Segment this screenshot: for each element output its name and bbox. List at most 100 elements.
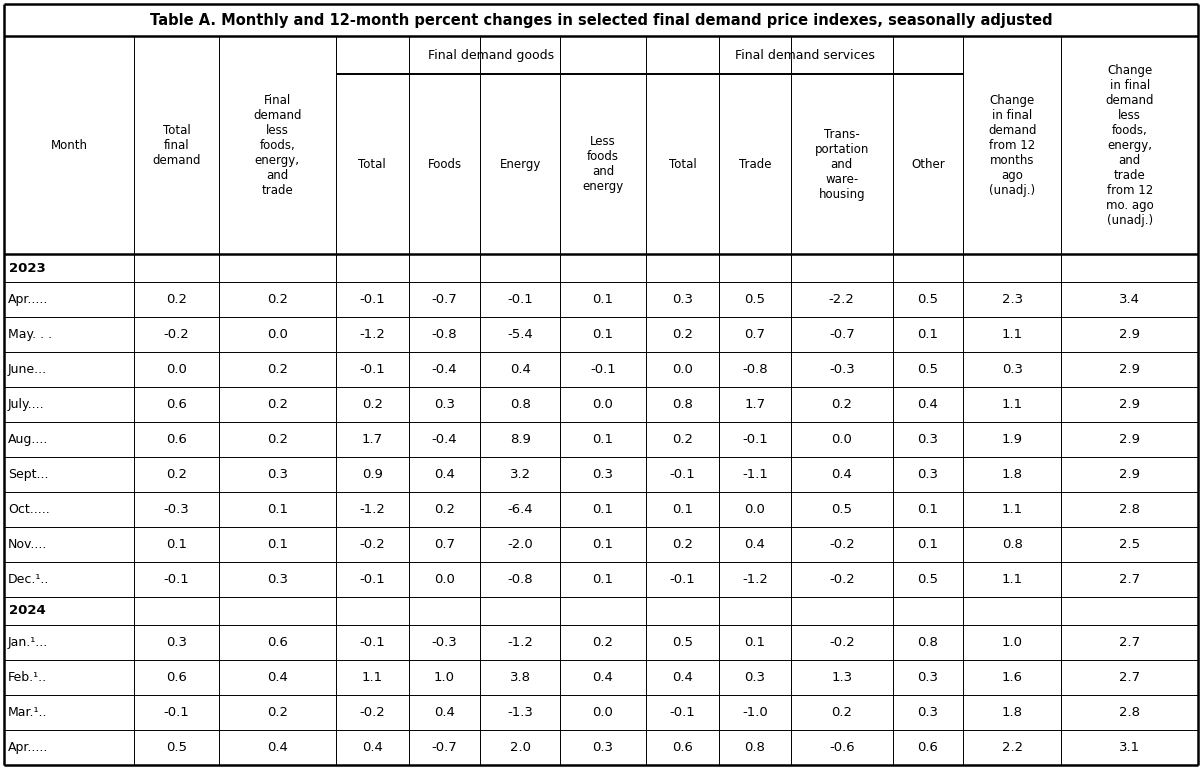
Text: -1.2: -1.2 xyxy=(742,573,768,586)
Text: 0.1: 0.1 xyxy=(917,503,939,516)
Text: May. . .: May. . . xyxy=(8,328,52,341)
Text: 0.6: 0.6 xyxy=(267,636,287,649)
Text: 2.9: 2.9 xyxy=(1119,468,1141,481)
Text: Jan.¹...: Jan.¹... xyxy=(8,636,48,649)
Text: 0.8: 0.8 xyxy=(672,398,694,411)
Text: 0.3: 0.3 xyxy=(672,293,694,306)
Text: Trade: Trade xyxy=(739,157,772,170)
Text: 0.0: 0.0 xyxy=(434,573,454,586)
Text: 0.1: 0.1 xyxy=(593,538,613,551)
Text: -0.2: -0.2 xyxy=(829,538,855,551)
Text: 0.5: 0.5 xyxy=(917,573,939,586)
Text: Month: Month xyxy=(50,138,88,152)
Text: 2.7: 2.7 xyxy=(1119,573,1141,586)
Text: -0.6: -0.6 xyxy=(829,741,855,754)
Text: Total: Total xyxy=(668,157,696,170)
Text: 0.4: 0.4 xyxy=(434,468,454,481)
Text: -6.4: -6.4 xyxy=(507,503,532,516)
Text: Total
final
demand: Total final demand xyxy=(153,124,201,166)
Text: Foods: Foods xyxy=(428,157,462,170)
Text: -0.3: -0.3 xyxy=(163,503,190,516)
Text: Final demand goods: Final demand goods xyxy=(428,48,554,61)
Text: 0.5: 0.5 xyxy=(832,503,852,516)
Text: -0.2: -0.2 xyxy=(359,706,385,719)
Text: Less
foods
and
energy: Less foods and energy xyxy=(582,135,624,193)
Text: -0.2: -0.2 xyxy=(163,328,190,341)
Text: 0.3: 0.3 xyxy=(917,706,939,719)
Text: -0.1: -0.1 xyxy=(590,363,615,376)
Text: 2.8: 2.8 xyxy=(1119,503,1141,516)
Text: 0.4: 0.4 xyxy=(593,671,613,684)
Text: -0.1: -0.1 xyxy=(359,363,385,376)
Text: -0.1: -0.1 xyxy=(670,706,696,719)
Text: 0.3: 0.3 xyxy=(267,573,287,586)
Text: 0.4: 0.4 xyxy=(510,363,530,376)
Text: 2.7: 2.7 xyxy=(1119,636,1141,649)
Text: 0.1: 0.1 xyxy=(744,636,766,649)
Text: Change
in final
demand
less
foods,
energy,
and
trade
from 12
mo. ago
(unadj.): Change in final demand less foods, energ… xyxy=(1106,64,1154,226)
Text: 0.6: 0.6 xyxy=(917,741,939,754)
Text: -2.2: -2.2 xyxy=(829,293,855,306)
Text: 1.1: 1.1 xyxy=(362,671,382,684)
Text: -0.2: -0.2 xyxy=(829,636,855,649)
Text: 0.2: 0.2 xyxy=(166,468,188,481)
Text: Table A. Monthly and 12-month percent changes in selected final demand price ind: Table A. Monthly and 12-month percent ch… xyxy=(150,12,1052,27)
Text: 3.4: 3.4 xyxy=(1119,293,1141,306)
Text: -0.1: -0.1 xyxy=(163,706,190,719)
Text: 0.2: 0.2 xyxy=(593,636,613,649)
Text: Feb.¹..: Feb.¹.. xyxy=(8,671,47,684)
Text: 3.8: 3.8 xyxy=(510,671,530,684)
Text: 1.7: 1.7 xyxy=(362,433,382,446)
Text: 2.0: 2.0 xyxy=(510,741,530,754)
Text: Sept...: Sept... xyxy=(8,468,48,481)
Text: 0.2: 0.2 xyxy=(672,433,694,446)
Text: 0.5: 0.5 xyxy=(917,293,939,306)
Text: 0.1: 0.1 xyxy=(593,328,613,341)
Text: 1.0: 1.0 xyxy=(434,671,454,684)
Text: July....: July.... xyxy=(8,398,44,411)
Text: 0.0: 0.0 xyxy=(166,363,186,376)
Text: 0.7: 0.7 xyxy=(434,538,454,551)
Text: 2.7: 2.7 xyxy=(1119,671,1141,684)
Text: -0.4: -0.4 xyxy=(432,433,457,446)
Text: 2.5: 2.5 xyxy=(1119,538,1141,551)
Text: June...: June... xyxy=(8,363,47,376)
Text: 1.1: 1.1 xyxy=(1001,328,1023,341)
Text: 8.9: 8.9 xyxy=(510,433,530,446)
Text: 0.2: 0.2 xyxy=(267,706,287,719)
Text: 1.9: 1.9 xyxy=(1001,433,1023,446)
Text: 0.1: 0.1 xyxy=(166,538,188,551)
Text: 0.8: 0.8 xyxy=(1001,538,1023,551)
Text: 0.8: 0.8 xyxy=(510,398,530,411)
Text: 0.6: 0.6 xyxy=(166,433,186,446)
Text: 0.0: 0.0 xyxy=(672,363,694,376)
Text: 1.1: 1.1 xyxy=(1001,503,1023,516)
Text: 0.3: 0.3 xyxy=(1001,363,1023,376)
Text: 0.8: 0.8 xyxy=(744,741,766,754)
Text: -0.7: -0.7 xyxy=(829,328,855,341)
Text: 0.2: 0.2 xyxy=(166,293,188,306)
Text: 0.2: 0.2 xyxy=(832,706,852,719)
Text: Change
in final
demand
from 12
months
ago
(unadj.): Change in final demand from 12 months ag… xyxy=(988,93,1036,197)
Text: -0.1: -0.1 xyxy=(670,573,696,586)
Text: 1.6: 1.6 xyxy=(1001,671,1023,684)
Text: 0.4: 0.4 xyxy=(832,468,852,481)
Text: 2.2: 2.2 xyxy=(1001,741,1023,754)
Text: -0.8: -0.8 xyxy=(742,363,768,376)
Text: 0.0: 0.0 xyxy=(593,706,613,719)
Text: -0.1: -0.1 xyxy=(359,573,385,586)
Text: 0.3: 0.3 xyxy=(917,433,939,446)
Text: 0.3: 0.3 xyxy=(434,398,454,411)
Text: 0.2: 0.2 xyxy=(434,503,454,516)
Text: 1.8: 1.8 xyxy=(1001,468,1023,481)
Text: 0.7: 0.7 xyxy=(744,328,766,341)
Text: 1.8: 1.8 xyxy=(1001,706,1023,719)
Text: -5.4: -5.4 xyxy=(507,328,532,341)
Text: 0.5: 0.5 xyxy=(744,293,766,306)
Text: 0.4: 0.4 xyxy=(744,538,766,551)
Text: 3.2: 3.2 xyxy=(510,468,530,481)
Text: 0.1: 0.1 xyxy=(267,503,287,516)
Text: -1.2: -1.2 xyxy=(507,636,532,649)
Text: Nov....: Nov.... xyxy=(8,538,47,551)
Text: -0.3: -0.3 xyxy=(432,636,457,649)
